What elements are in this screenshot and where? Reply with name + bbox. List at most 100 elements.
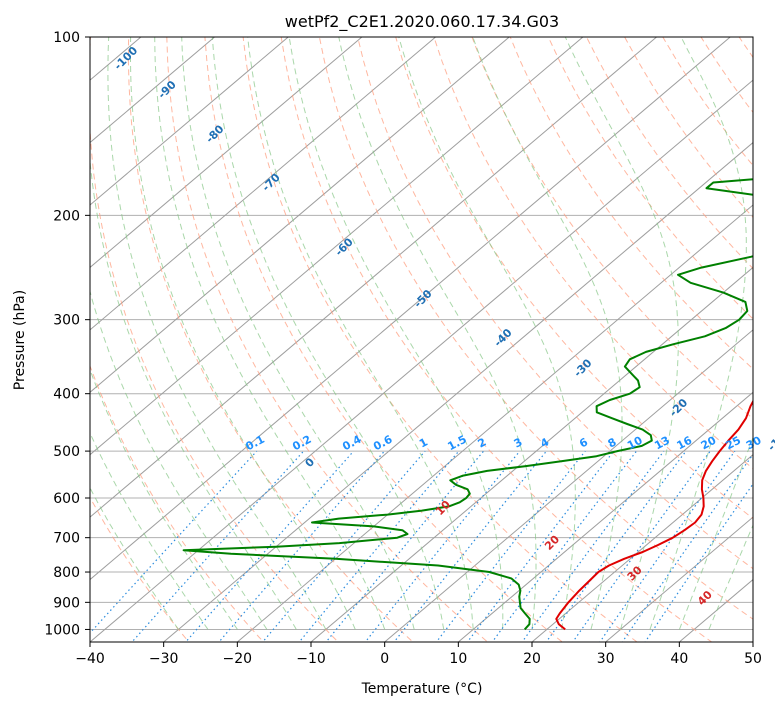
isotherm-line (90, 37, 363, 269)
moist-adiabat-line (181, 37, 415, 630)
dry-adiabat-line (662, 37, 753, 167)
mixing-ratio-label: 1.5 (445, 433, 468, 454)
mixing-ratio-line (298, 450, 460, 642)
mixing-ratio-line (185, 450, 355, 642)
mixing-ratio-label: 3 (512, 435, 525, 450)
dry-adiabat-line (395, 37, 753, 520)
isotherm-line (236, 204, 753, 642)
moist-adiabat-label: 40 (695, 588, 715, 608)
dry-adiabat-line (280, 37, 713, 642)
dry-adiabat-line (357, 37, 753, 570)
x-tick-label: 40 (670, 651, 688, 667)
x-tick-label: 30 (597, 651, 615, 667)
dry-adiabat-label: -30 (571, 356, 594, 379)
dry-adiabat-line (166, 37, 489, 642)
mixing-ratio-label: 16 (675, 434, 695, 453)
dry-adiabat-line (318, 37, 753, 620)
x-tick-label: 50 (744, 651, 762, 667)
x-tick-label: 20 (523, 651, 541, 667)
isotherm-line (752, 641, 753, 642)
x-tick-label: −30 (149, 651, 179, 667)
dry-adiabat-line (759, 10, 775, 654)
moist-adiabat-line (107, 37, 327, 630)
mixing-ratio-label: 0.6 (371, 433, 395, 454)
isotherm-line (310, 266, 753, 642)
dry-adiabat-label: -90 (156, 78, 179, 101)
isotherm-line (90, 37, 732, 581)
y-tick-label: 200 (53, 208, 80, 224)
dry-adiabat-label: -70 (260, 171, 283, 194)
isotherm-line (383, 329, 753, 642)
moist-adiabat-line (708, 523, 753, 630)
dry-adiabat-line (90, 496, 190, 642)
isotherm-line (90, 79, 753, 642)
dry-adiabat-line (471, 37, 753, 420)
isotherm-line (90, 37, 437, 331)
x-tick-label: −20 (223, 651, 253, 667)
chart-title: wetPf2_C2E1.2020.060.17.34.G03 (285, 12, 559, 32)
dry-adiabat-label: -40 (491, 326, 514, 349)
dry-adiabat-line (585, 37, 753, 270)
dry-adiabat-line (547, 37, 753, 320)
moist-adiabat-line (90, 486, 179, 630)
moist-adiabat-line (90, 368, 238, 630)
thermo-lines (90, 10, 775, 654)
dry-adiabat-line (127, 37, 414, 642)
dry-adiabat-line (90, 364, 265, 642)
plot-frame (89, 36, 754, 643)
moist-adiabat-line (564, 37, 679, 630)
isotherm-line (531, 454, 753, 642)
mixing-ratio-line (131, 450, 305, 642)
moist-adiabat-line (211, 37, 445, 630)
moist-adiabat-label: 20 (542, 533, 562, 553)
mixing-ratio-line (325, 450, 485, 642)
y-tick-label: 400 (53, 387, 80, 403)
dry-adiabat-label: -100 (112, 44, 141, 73)
isotherm-line (604, 516, 753, 642)
y-axis-label: Pressure (hPa) (12, 290, 28, 390)
y-tick-label: 700 (53, 531, 80, 547)
mixing-ratio-line (521, 450, 665, 642)
y-tick-label: 300 (53, 313, 80, 329)
moist-adiabat-label: 10 (433, 498, 453, 518)
mixing-ratio-line (364, 450, 521, 642)
y-tick-label: 800 (53, 565, 80, 581)
moist-adiabat-line (398, 37, 576, 630)
moist-adiabat-line (288, 37, 504, 630)
mixing-ratio-label: 20 (699, 434, 719, 453)
mixing-ratio-label: 30 (744, 434, 764, 453)
dewpoint-profile (182, 178, 753, 631)
isotherm-line (678, 578, 753, 642)
isotherm-line (90, 37, 290, 206)
moist-adiabat-line (90, 155, 297, 630)
mixing-ratio-line (621, 453, 753, 642)
mixing-ratio-label: 0.2 (290, 433, 313, 454)
y-tick-label: 100 (53, 30, 80, 46)
mixing-ratio-line (393, 450, 547, 642)
dry-adiabat-line (700, 37, 753, 114)
y-tick-label: 1000 (44, 622, 80, 638)
y-tick-label: 500 (53, 444, 80, 460)
mixing-ratio-label: 13 (652, 434, 672, 453)
mixing-ratio-line (572, 450, 711, 642)
mixing-ratio-label: 6 (577, 435, 590, 450)
dry-adiabat-label: -10 (765, 430, 775, 453)
moist-adiabat-line (154, 37, 386, 630)
mixing-ratio-line (218, 450, 385, 642)
mixing-ratio-line (599, 450, 736, 642)
moist-adiabat-line (130, 37, 356, 630)
x-axis-ticks: −40 −30 −20 −10 0 10 20 30 40 50 (75, 642, 762, 667)
x-axis-label: Temperature (°C) (361, 681, 483, 697)
moist-adiabat-line (472, 37, 623, 630)
mixing-ratio-label: 2 (476, 435, 489, 450)
moist-adiabat-line (90, 289, 268, 630)
mixing-ratio-line (262, 450, 426, 642)
temperature-profile (555, 399, 753, 631)
isotherm-line (457, 391, 753, 642)
thermo-line-labels: 0.1 0.2 0.4 0.6 1 1.5 2 3 4 6 8 10 13 16 20 25 30-100-90… (112, 44, 775, 608)
moist-adiabat-line (90, 431, 209, 630)
mixing-ratio-label: 25 (723, 434, 743, 453)
mixing-ratio-label: 10 (625, 434, 645, 453)
background-grid (90, 37, 753, 642)
y-tick-label: 900 (53, 595, 80, 611)
